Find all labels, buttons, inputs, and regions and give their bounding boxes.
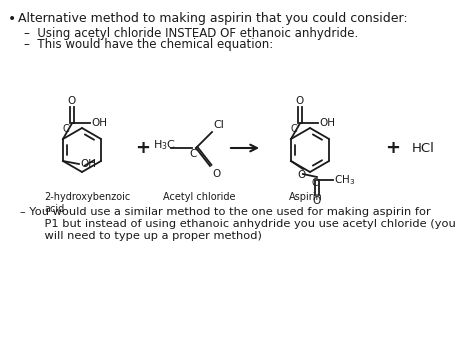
- Text: HCl: HCl: [412, 142, 435, 154]
- Text: O: O: [212, 169, 220, 179]
- Text: will need to type up a proper method): will need to type up a proper method): [30, 231, 262, 241]
- Text: Cl: Cl: [213, 120, 224, 130]
- Text: O: O: [68, 97, 76, 106]
- Text: P1 but instead of using ethanoic anhydride you use acetyl chloride (you: P1 but instead of using ethanoic anhydri…: [30, 219, 456, 229]
- Text: –  This would have the chemical equation:: – This would have the chemical equation:: [24, 38, 273, 51]
- Text: O: O: [296, 97, 304, 106]
- Text: Alternative method to making aspirin that you could consider:: Alternative method to making aspirin tha…: [18, 12, 408, 25]
- Text: Acetyl chloride: Acetyl chloride: [163, 192, 236, 202]
- Text: OH: OH: [91, 119, 107, 129]
- Text: 2-hydroxybenzoic
acid: 2-hydroxybenzoic acid: [44, 192, 130, 214]
- Text: C: C: [311, 178, 319, 188]
- Text: $\mathregular{CH_3}$: $\mathregular{CH_3}$: [334, 173, 355, 187]
- Text: •: •: [8, 12, 16, 26]
- Text: +: +: [136, 139, 151, 157]
- Text: OH: OH: [319, 119, 335, 129]
- Text: OH: OH: [80, 159, 96, 169]
- Text: C: C: [189, 149, 197, 159]
- Text: O: O: [313, 196, 321, 206]
- Text: +: +: [385, 139, 401, 157]
- Text: C: C: [290, 124, 297, 135]
- Text: – You would use a similar method to the one used for making aspirin for: – You would use a similar method to the …: [20, 207, 431, 217]
- Text: O: O: [298, 170, 306, 180]
- Text: $\mathregular{H_3C}$: $\mathregular{H_3C}$: [153, 138, 176, 152]
- Text: C: C: [62, 124, 69, 135]
- Text: Aspirin: Aspirin: [289, 192, 323, 202]
- Text: –  Using acetyl chloride INSTEAD OF ethanoic anhydride.: – Using acetyl chloride INSTEAD OF ethan…: [24, 27, 358, 40]
